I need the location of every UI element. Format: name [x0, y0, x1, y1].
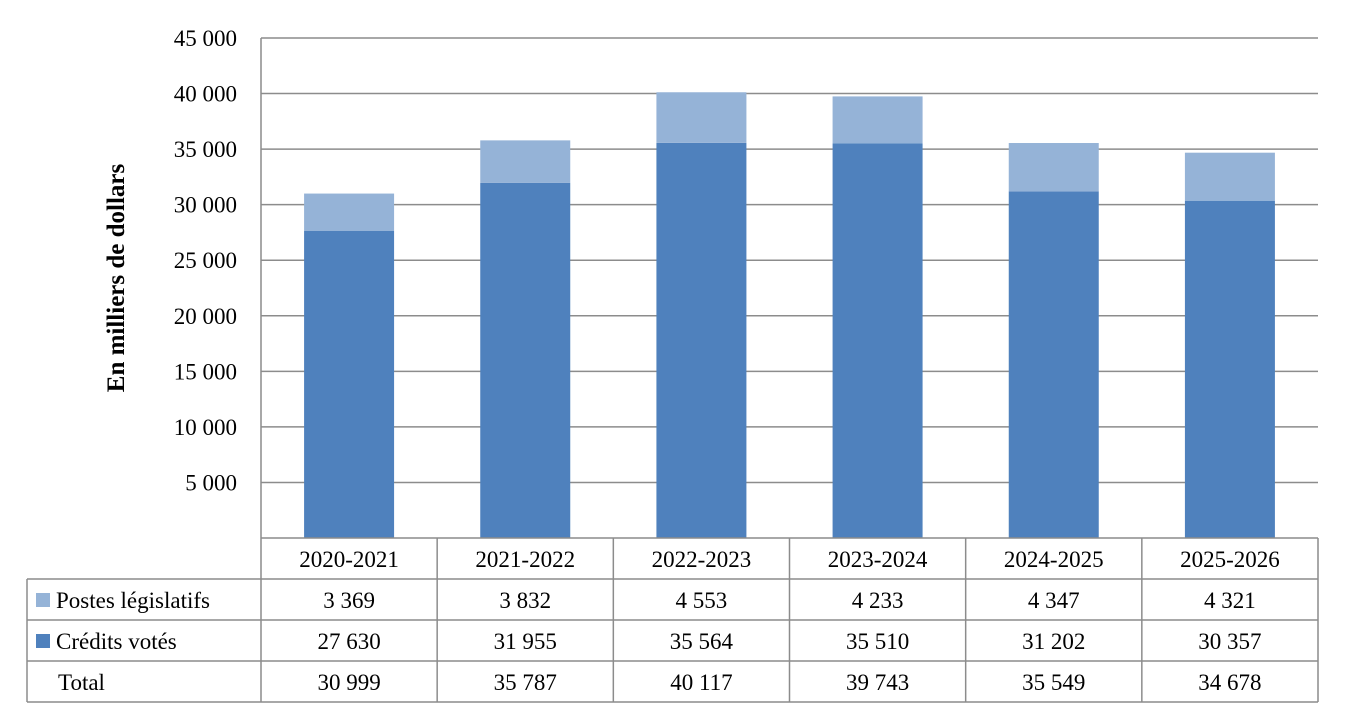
bar-credits-votes [1008, 191, 1099, 539]
data-label: 31 955 [494, 629, 557, 654]
y-tick-label: 15 000 [174, 359, 237, 384]
y-tick-label: 30 000 [174, 193, 237, 218]
data-label: 30 357 [1198, 629, 1261, 654]
x-tick-label: 2025-2026 [1180, 547, 1280, 572]
x-tick-label: 2020-2021 [299, 547, 399, 572]
grid-layer [261, 37, 1318, 484]
data-label: 4 233 [852, 588, 904, 613]
data-label: 4 347 [1028, 588, 1080, 613]
data-label: 31 202 [1022, 629, 1085, 654]
legend-swatch [36, 634, 50, 648]
data-label: 35 510 [846, 629, 909, 654]
x-tick-label: 2022-2023 [652, 547, 752, 572]
axis-layer: 5 000 10 000 15 000 20 000 25 000 30 000 35 00… [174, 26, 262, 538]
legend-label: Postes législatifs [56, 588, 210, 613]
bar-postes-legislatifs [304, 193, 395, 231]
bar-postes-legislatifs [1184, 152, 1275, 201]
y-axis-label: En milliers de dollars [103, 163, 130, 392]
x-tick-label: 2024-2025 [1004, 547, 1104, 572]
y-tick-label: 20 000 [174, 304, 237, 329]
legend-swatch [36, 593, 50, 607]
data-label: 35 787 [494, 670, 557, 695]
data-label: 4 553 [676, 588, 728, 613]
x-tick-label: 2023-2024 [828, 547, 928, 572]
bar-layer [304, 92, 1275, 539]
data-label: 40 117 [670, 670, 732, 695]
data-label: 35 564 [670, 629, 734, 654]
y-tick-label: 40 000 [174, 82, 237, 107]
y-tick-label: 5 000 [185, 470, 237, 495]
bar-postes-legislatifs [656, 92, 747, 143]
bar-credits-votes [480, 182, 571, 538]
bar-credits-votes [1184, 200, 1275, 538]
x-tick-label: 2021-2022 [475, 547, 575, 572]
bar-credits-votes [304, 231, 395, 538]
data-label: 30 999 [317, 670, 380, 695]
legend-label: Total [58, 670, 105, 695]
data-label: 3 369 [323, 588, 375, 613]
data-label: 34 678 [1198, 670, 1261, 695]
data-label: 39 743 [846, 670, 909, 695]
data-table: 2020-2021 2021-2022 2022-2023 2023-2024 2024… [26, 537, 1319, 703]
data-label: 35 549 [1022, 670, 1085, 695]
bar-credits-votes [656, 142, 747, 538]
bar-credits-votes [832, 143, 923, 538]
y-tick-label: 10 000 [174, 415, 237, 440]
y-tick-label: 35 000 [174, 137, 237, 162]
data-label: 27 630 [317, 629, 380, 654]
bar-postes-legislatifs [480, 140, 571, 183]
y-tick-label: 45 000 [174, 26, 237, 51]
data-label: 4 321 [1204, 588, 1256, 613]
bar-postes-legislatifs [832, 96, 923, 144]
y-tick-label: 25 000 [174, 248, 237, 273]
legend-label: Crédits votés [56, 629, 177, 654]
bar-postes-legislatifs [1008, 143, 1099, 192]
data-label: 3 832 [499, 588, 551, 613]
